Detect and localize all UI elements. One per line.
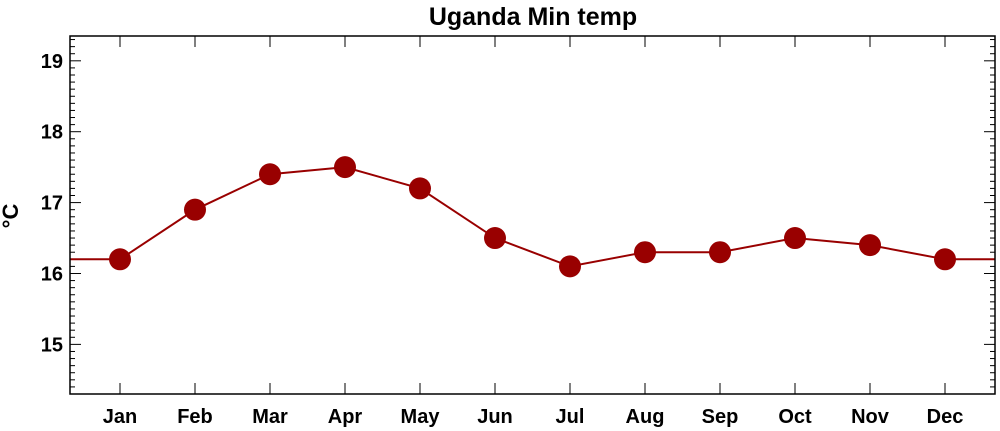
x-tick-label: Oct <box>778 406 812 428</box>
data-point <box>109 248 131 271</box>
series-layer <box>70 156 995 278</box>
data-point <box>559 255 581 278</box>
chart-title: Uganda Min temp <box>429 3 637 31</box>
y-tick-label: 18 <box>41 122 63 144</box>
x-tick-label: Nov <box>851 406 890 428</box>
x-axis-ticks: Jan Feb Mar Apr May Jun Jul Aug Sep Oct Nov Dec <box>103 36 964 428</box>
x-tick-label: Aug <box>626 406 665 428</box>
x-tick-label: Dec <box>927 406 964 428</box>
series-line <box>70 166 995 268</box>
data-point <box>634 241 656 264</box>
data-point <box>784 227 806 250</box>
y-axis-label: °C <box>0 204 23 229</box>
x-tick-label: Sep <box>702 406 739 428</box>
data-point <box>709 241 731 264</box>
data-point <box>484 227 506 250</box>
data-point <box>859 234 881 257</box>
y-tick-label: 19 <box>41 51 63 73</box>
x-tick-label: Jun <box>477 406 513 428</box>
x-tick-label: Jul <box>556 406 585 428</box>
x-tick-label: May <box>401 406 441 428</box>
data-point <box>934 248 956 271</box>
x-tick-label: Feb <box>177 406 213 428</box>
data-point <box>334 156 356 179</box>
y-axis-ticks: 15 16 17 18 19 <box>41 39 995 395</box>
x-tick-label: Mar <box>252 406 288 428</box>
data-point <box>259 163 281 186</box>
x-tick-label: Apr <box>328 406 363 428</box>
y-tick-label: 16 <box>41 263 63 285</box>
y-tick-label: 17 <box>41 193 63 215</box>
y-tick-label: 15 <box>41 334 63 356</box>
data-point <box>184 198 206 221</box>
plot-frame <box>69 35 996 395</box>
x-tick-label: Jan <box>103 406 137 428</box>
data-point <box>409 177 431 200</box>
